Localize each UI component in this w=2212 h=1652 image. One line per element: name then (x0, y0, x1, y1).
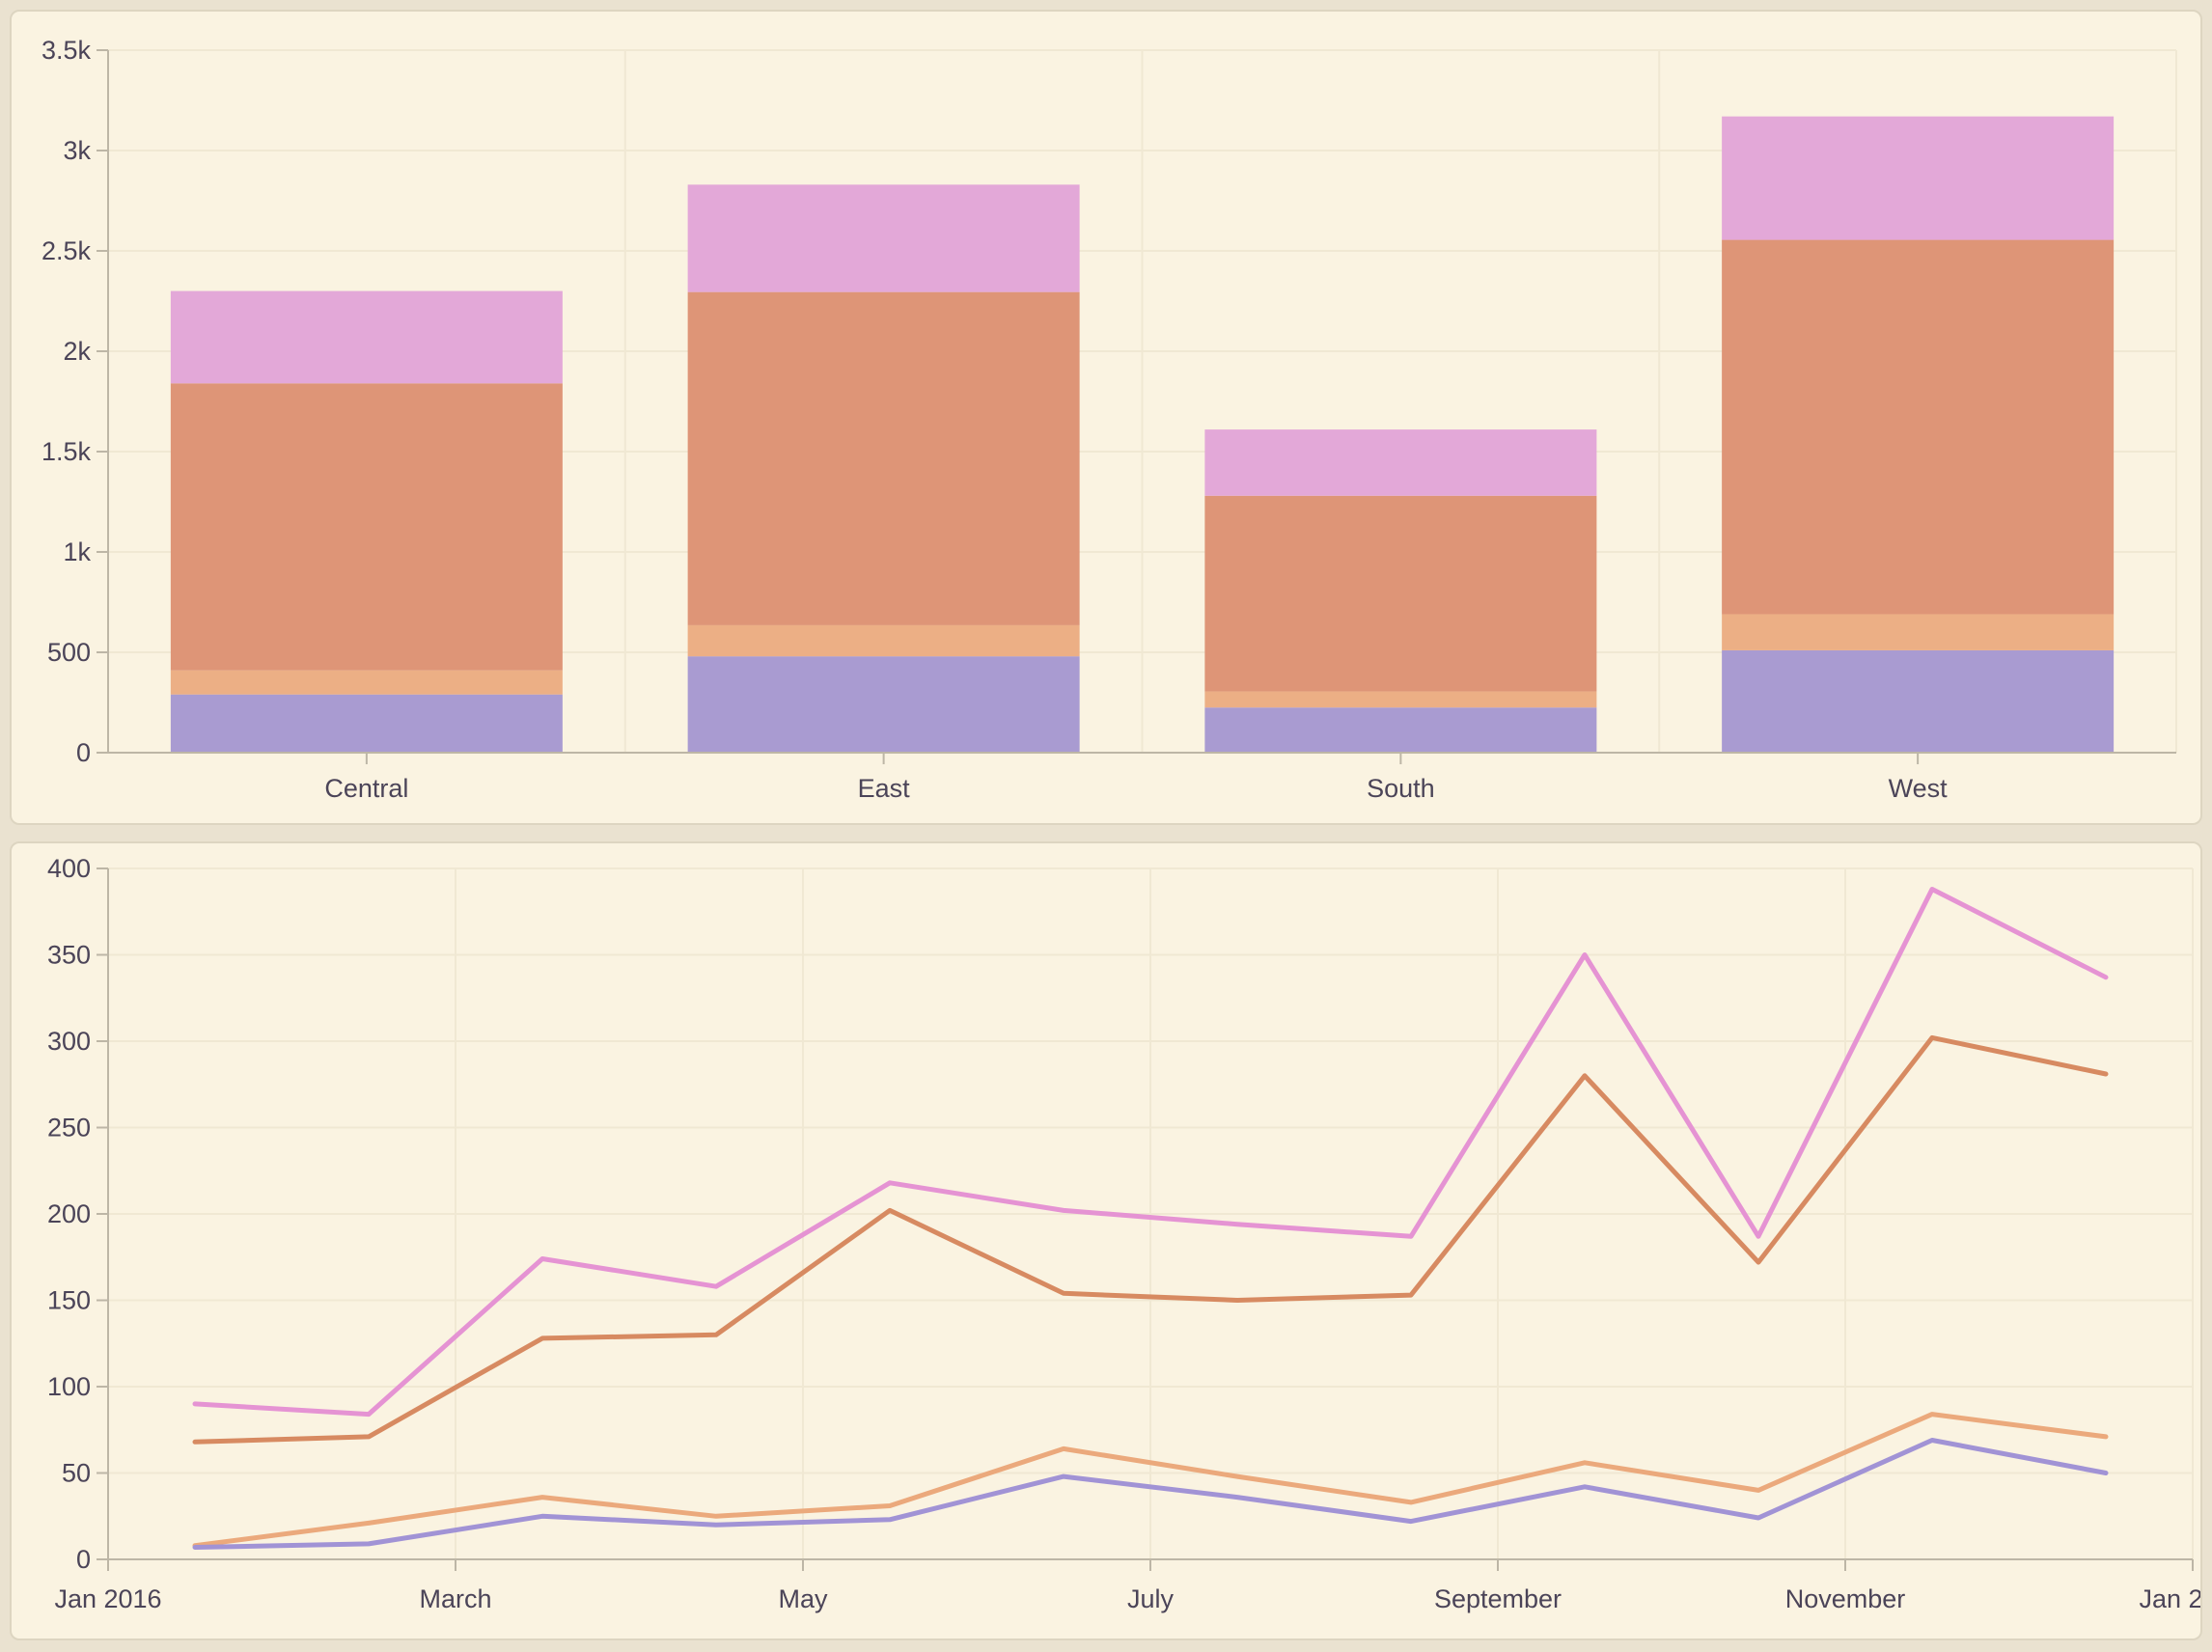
x-category-label: South (1367, 774, 1435, 803)
bar-segment-east-purple-segment[interactable] (687, 656, 1080, 753)
y-tick-label: 350 (47, 941, 91, 970)
y-tick-label: 0 (76, 738, 91, 767)
x-tick-label: Jan 2016 (54, 1584, 161, 1613)
x-tick-label: March (419, 1584, 491, 1613)
bar-segment-east-light-orange-segment[interactable] (687, 624, 1080, 657)
orange-line[interactable] (192, 1034, 2109, 1445)
x-tick-label: November (1785, 1584, 1906, 1613)
line-chart[interactable]: 0 50 100 150 200 250 300 350 400 Jan 2016 March May… (12, 843, 2200, 1638)
x-tick-label: May (778, 1584, 828, 1613)
bar-segment-east-pink-segment[interactable] (687, 184, 1080, 292)
x-category-label: West (1889, 774, 1949, 803)
bar-segment-central-purple-segment[interactable] (170, 694, 563, 753)
y-tick-label: 200 (47, 1199, 91, 1228)
pink-line[interactable] (192, 887, 2109, 1418)
bar-segment-central-salmon-segment[interactable] (170, 383, 563, 671)
y-tick-label: 400 (47, 854, 91, 883)
x-tick-label: July (1127, 1584, 1175, 1613)
y-tick-label: 2.5k (41, 236, 92, 265)
x-category-label: East (858, 774, 911, 803)
y-tick-label: 500 (47, 638, 91, 667)
stacked-bar-chart[interactable]: 0 500 1k 1.5k 2k 2.5k 3k 3.5k Central East South We… (12, 12, 2200, 823)
y-tick-label: 3k (63, 136, 91, 165)
bar-segment-central-pink-segment[interactable] (170, 290, 563, 384)
bar-segment-south-pink-segment[interactable] (1204, 429, 1597, 496)
purple-line[interactable] (192, 1438, 2109, 1550)
x-tick-label: Jan 2017 (2139, 1584, 2200, 1613)
y-tick-label: 1k (63, 537, 91, 566)
light-orange-line[interactable] (192, 1412, 2109, 1549)
x-tick-label: September (1434, 1584, 1562, 1613)
stacked-bar-chart-card: 0 500 1k 1.5k 2k 2.5k 3k 3.5k Central East South We… (10, 10, 2202, 825)
bar-segment-south-salmon-segment[interactable] (1204, 495, 1597, 692)
y-tick-label: 300 (47, 1027, 91, 1056)
bar-segment-west-pink-segment[interactable] (1722, 116, 2115, 240)
y-tick-label: 150 (47, 1286, 91, 1315)
bar-segment-south-purple-segment[interactable] (1204, 707, 1597, 753)
y-tick-label: 50 (62, 1459, 91, 1488)
x-category-label: Central (324, 774, 408, 803)
y-tick-label: 3.5k (41, 36, 92, 65)
y-tick-label: 2k (63, 337, 91, 366)
y-tick-label: 100 (47, 1372, 91, 1401)
line-chart-card: 0 50 100 150 200 250 300 350 400 Jan 2016 March May… (10, 841, 2202, 1640)
y-tick-label: 250 (47, 1114, 91, 1143)
bar-segment-west-light-orange-segment[interactable] (1722, 614, 2115, 650)
y-tick-label: 0 (76, 1545, 91, 1574)
bar-segment-west-purple-segment[interactable] (1722, 649, 2115, 753)
bar-segment-west-salmon-segment[interactable] (1722, 239, 2115, 615)
bar-segment-east-salmon-segment[interactable] (687, 291, 1080, 625)
bar-segment-south-light-orange-segment[interactable] (1204, 691, 1597, 708)
y-tick-label: 1.5k (41, 437, 92, 466)
bar-segment-central-light-orange-segment[interactable] (170, 670, 563, 695)
